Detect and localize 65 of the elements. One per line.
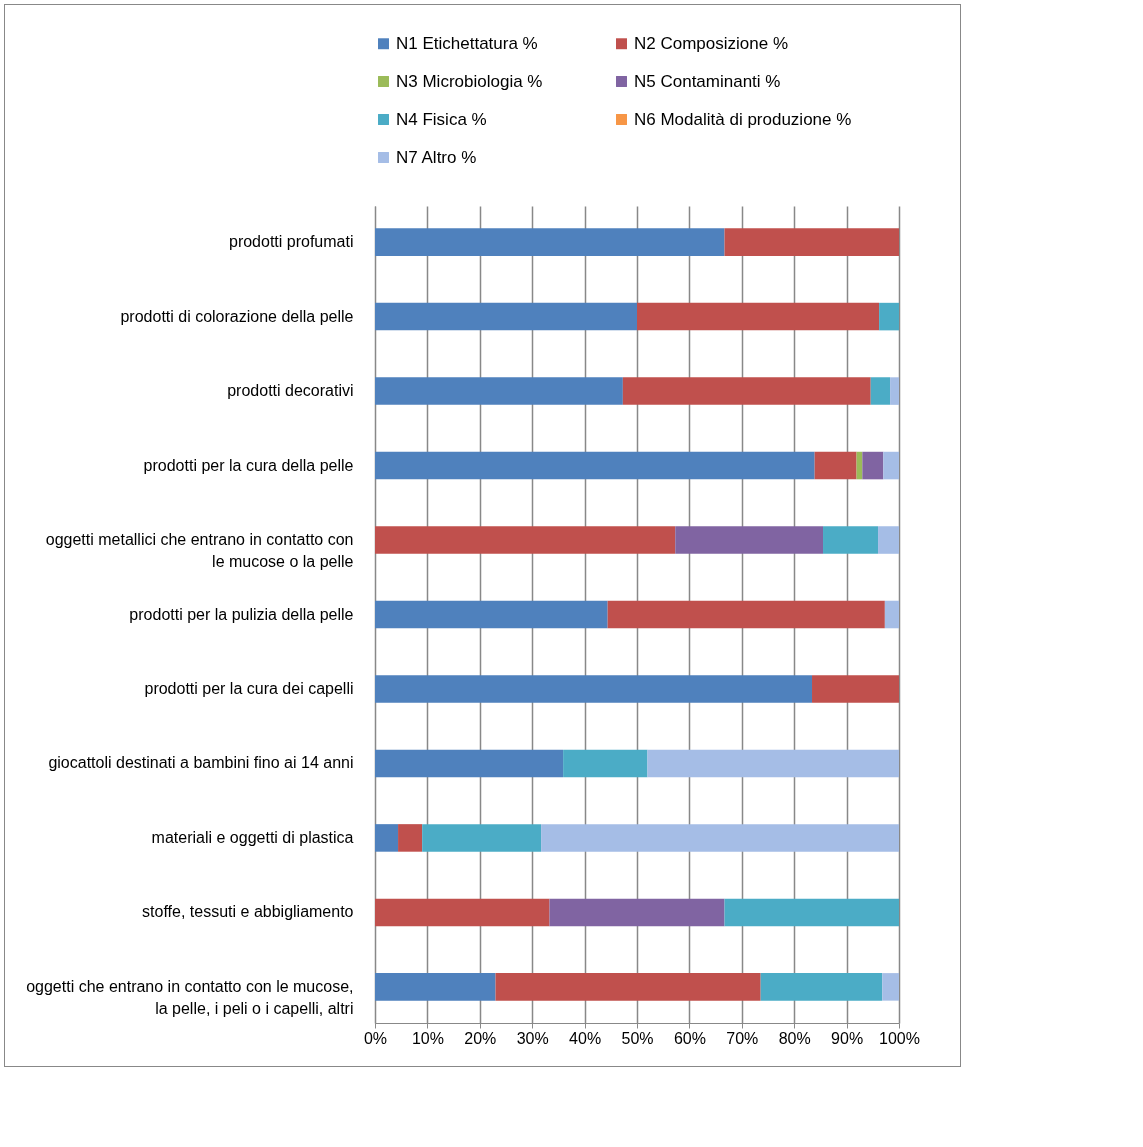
x-tick-label: 100% <box>879 1029 920 1047</box>
x-tick-label: 0% <box>363 1029 388 1047</box>
x-tick-label: 70% <box>726 1029 759 1047</box>
x-tick-label: 50% <box>621 1029 654 1047</box>
bar <box>375 377 623 405</box>
bar <box>675 526 824 554</box>
legend-label: N6 Modalità di produzione % <box>634 109 852 129</box>
bar <box>870 377 891 405</box>
bar <box>724 898 899 927</box>
legend-label: N4 Fisica % <box>396 109 487 129</box>
bar <box>563 749 648 778</box>
legend-label: N3 Microbiologia % <box>396 71 543 91</box>
bar <box>879 302 899 331</box>
y-tick-label: prodotti profumati <box>228 233 354 251</box>
bar <box>375 824 399 852</box>
bar <box>398 824 423 852</box>
y-tick-label: prodotti per la cura dei capelli <box>144 679 354 697</box>
bar <box>541 824 899 852</box>
bar <box>882 973 899 1001</box>
x-tick-label: 40% <box>569 1029 602 1047</box>
bar <box>622 377 871 405</box>
bar <box>375 675 813 703</box>
x-tick-label: 20% <box>464 1029 497 1047</box>
bar <box>375 600 608 629</box>
bar <box>724 228 899 256</box>
bar <box>549 898 725 927</box>
bar <box>812 675 899 703</box>
y-tick-label: giocattoli destinati a bambini fino ai 14 anni <box>48 754 354 772</box>
y-tick-label: prodotti decorativi <box>227 382 354 400</box>
x-tick-label: 90% <box>831 1029 864 1047</box>
x-tick-label: 80% <box>778 1029 811 1047</box>
bar <box>375 898 550 927</box>
y-tick-label: materiali e oggetti di plastica <box>151 828 354 846</box>
x-tick-label: 10% <box>411 1029 444 1047</box>
bar <box>607 600 885 629</box>
bar <box>760 973 883 1001</box>
legend-label: N2 Composizione % <box>634 33 789 53</box>
bar <box>375 302 637 331</box>
y-tick-label: stoffe, tessuti e abbigliamento <box>142 903 354 921</box>
y-tick-label: oggetti metallici che entrano in contatto con le mucose o la pelle <box>45 531 354 571</box>
y-tick-label: prodotti per la cura della pelle <box>143 456 354 474</box>
bar <box>375 526 676 554</box>
y-tick-label: oggetti che entrano in contatto con le mucose, la pelle, i peli o i capelli, altri <box>26 977 354 1017</box>
y-tick-label: prodotti per la pulizia della pelle <box>129 605 354 623</box>
bar <box>637 302 880 331</box>
bar <box>823 526 879 554</box>
legend-label: N7 Altro % <box>396 147 477 167</box>
bar <box>375 749 564 778</box>
bar <box>375 451 815 480</box>
bar <box>495 973 761 1001</box>
bar <box>884 600 899 629</box>
legend-label: N5 Contaminanti % <box>634 71 781 91</box>
bar <box>878 526 899 554</box>
bar <box>890 377 899 405</box>
bar <box>422 824 542 852</box>
x-tick-label: 30% <box>516 1029 549 1047</box>
legend-label: N1 Etichettatura % <box>396 33 538 53</box>
bar <box>647 749 899 778</box>
y-tick-label: prodotti di colorazione della pelle <box>120 307 354 325</box>
bar <box>814 451 857 480</box>
bar <box>375 228 725 256</box>
bar <box>883 451 899 480</box>
x-tick-label: 60% <box>673 1029 706 1047</box>
bar <box>862 451 884 480</box>
bar <box>375 973 496 1001</box>
